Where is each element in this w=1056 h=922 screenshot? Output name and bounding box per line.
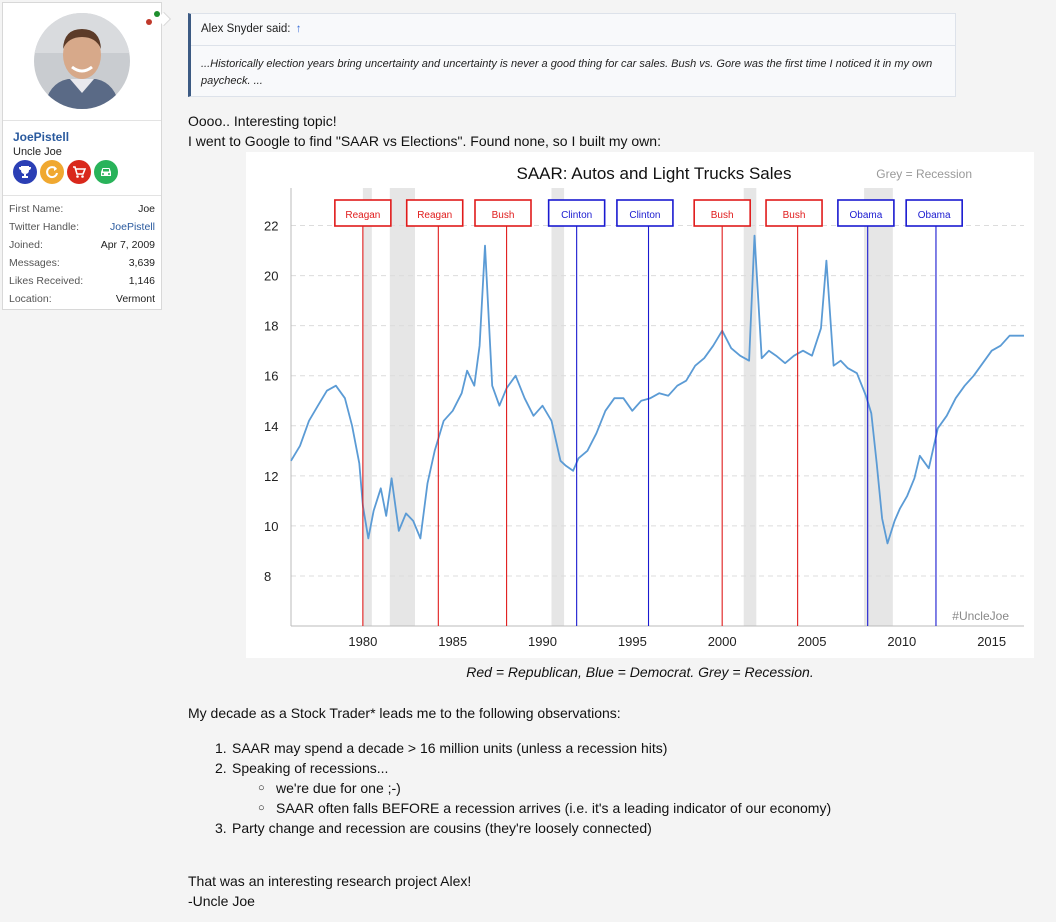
post-line-1: Oooo.. Interesting topic! [188, 113, 337, 129]
user-title: Uncle Joe [13, 146, 62, 158]
info-likes: Likes Received: 1,146 [3, 275, 161, 293]
quote-jump-arrow-icon[interactable]: ↑ [295, 23, 302, 35]
y-tick-label: 20 [264, 269, 278, 284]
election-box [905, 199, 963, 227]
avatar[interactable] [34, 13, 130, 109]
election-label: Bush [711, 210, 734, 221]
x-tick-label: 1990 [528, 634, 557, 649]
info-key: Likes Received: [9, 275, 84, 287]
election-label: Clinton [629, 210, 660, 221]
x-tick-label: 2000 [708, 634, 737, 649]
info-messages: Messages: 3,639 [3, 257, 161, 275]
chart-svg: 8 10 12 14 16 18 20 22 1980 1985 1990 1995 2000 2005 2… [264, 164, 1024, 649]
saar-chart: 8 10 12 14 16 18 20 22 1980 1985 1990 1995 2000 2005 2… [246, 152, 1034, 658]
x-tick-label: 1980 [348, 634, 377, 649]
signature: -Uncle Joe [188, 893, 255, 909]
election-box [765, 199, 823, 227]
x-tick-label: 2015 [977, 634, 1006, 649]
list-text: Party change and recession are cousins (… [232, 820, 652, 836]
list-text: SAAR may spend a decade > 16 million uni… [232, 740, 668, 756]
info-first-name: First Name: Joe [3, 203, 161, 221]
info-value: 1,146 [128, 275, 155, 287]
refresh-icon[interactable] [40, 160, 64, 184]
y-tick-label: 12 [264, 469, 278, 484]
election-label: Bush [492, 210, 515, 221]
info-key: First Name: [9, 203, 64, 215]
election-box [547, 199, 606, 227]
election-box [334, 199, 392, 227]
recession-band [389, 188, 415, 626]
bullet-icon: ○ [258, 802, 265, 814]
trophy-icon[interactable] [13, 160, 37, 184]
election-label: Obama [850, 210, 883, 221]
election-box [616, 199, 674, 227]
recession-band [864, 188, 893, 626]
chart-watermark: #UncleJoe [952, 609, 1009, 623]
y-tick-label: 22 [264, 219, 278, 234]
quote-author: Alex Snyder said: [201, 23, 291, 35]
avatar-area [3, 3, 161, 121]
info-twitter-handle: Twitter Handle: JoePistell [3, 221, 161, 239]
observations-intro: My decade as a Stock Trader* leads me to… [188, 705, 621, 721]
election-label: Reagan [345, 210, 380, 221]
info-key: Joined: [9, 239, 43, 251]
username-link[interactable]: JoePistell [13, 130, 70, 144]
election-label: Clinton [561, 210, 592, 221]
list-number: 2. [215, 760, 227, 776]
info-joined: Joined: Apr 7, 2009 [3, 239, 161, 257]
y-tick-label: 18 [264, 319, 278, 334]
election-box [837, 199, 895, 227]
online-indicator [154, 11, 160, 17]
election-label: Reagan [417, 210, 452, 221]
twitter-handle-link[interactable]: JoePistell [110, 221, 155, 233]
quote-text: ...Historically election years bring unc… [201, 58, 933, 87]
sublist-text: we're due for one ;-) [276, 780, 401, 796]
car-icon[interactable] [94, 160, 118, 184]
saar-line [290, 234, 1024, 545]
cart-icon[interactable] [67, 160, 91, 184]
election-label: Bush [783, 210, 806, 221]
election-box [474, 199, 532, 227]
x-tick-label: 1985 [438, 634, 467, 649]
info-value: Joe [138, 203, 155, 215]
user-info-list: First Name: Joe Twitter Handle: JoePistell… [3, 195, 161, 311]
chart-caption: Red = Republican, Blue = Democrat. Grey … [466, 664, 814, 680]
user-card: JoePistell Uncle Joe First Name: Joe Twit… [2, 2, 162, 310]
election-box [693, 199, 751, 227]
info-key: Messages: [9, 257, 60, 269]
x-tick-label: 2005 [798, 634, 827, 649]
x-tick-label: 1995 [618, 634, 647, 649]
post-line-2: I went to Google to find "SAAR vs Electi… [188, 133, 661, 149]
chart-note: Grey = Recession [876, 167, 972, 181]
recession-band [743, 188, 757, 626]
quote-block: Alex Snyder said: ↑ ...Historically elec… [188, 13, 956, 97]
election-label: Obama [918, 210, 951, 221]
list-number: 1. [215, 740, 227, 756]
list-number: 3. [215, 820, 227, 836]
recession-band [362, 188, 372, 626]
closing-line-1: That was an interesting research project… [188, 873, 472, 889]
info-location: Location: Vermont [3, 293, 161, 311]
recession-band [551, 188, 565, 626]
badge-row [13, 160, 118, 184]
bullet-icon: ○ [258, 782, 265, 794]
info-value: Vermont [115, 293, 155, 305]
info-key: Location: [9, 293, 52, 305]
quote-header: Alex Snyder said: ↑ [191, 14, 955, 46]
list-text: Speaking of recessions... [232, 760, 389, 776]
chart-title: SAAR: Autos and Light Trucks Sales [517, 164, 792, 183]
info-key: Twitter Handle: [9, 221, 80, 233]
sublist-text: SAAR often falls BEFORE a recession arri… [276, 800, 832, 816]
y-tick-label: 8 [264, 569, 271, 584]
info-value: 3,639 [128, 257, 155, 269]
y-tick-label: 16 [264, 369, 278, 384]
y-tick-label: 14 [264, 419, 278, 434]
y-tick-label: 10 [264, 519, 278, 534]
status-dot-red [146, 19, 152, 25]
info-value: Apr 7, 2009 [100, 239, 155, 251]
election-box [405, 199, 464, 227]
x-tick-label: 2010 [887, 634, 916, 649]
